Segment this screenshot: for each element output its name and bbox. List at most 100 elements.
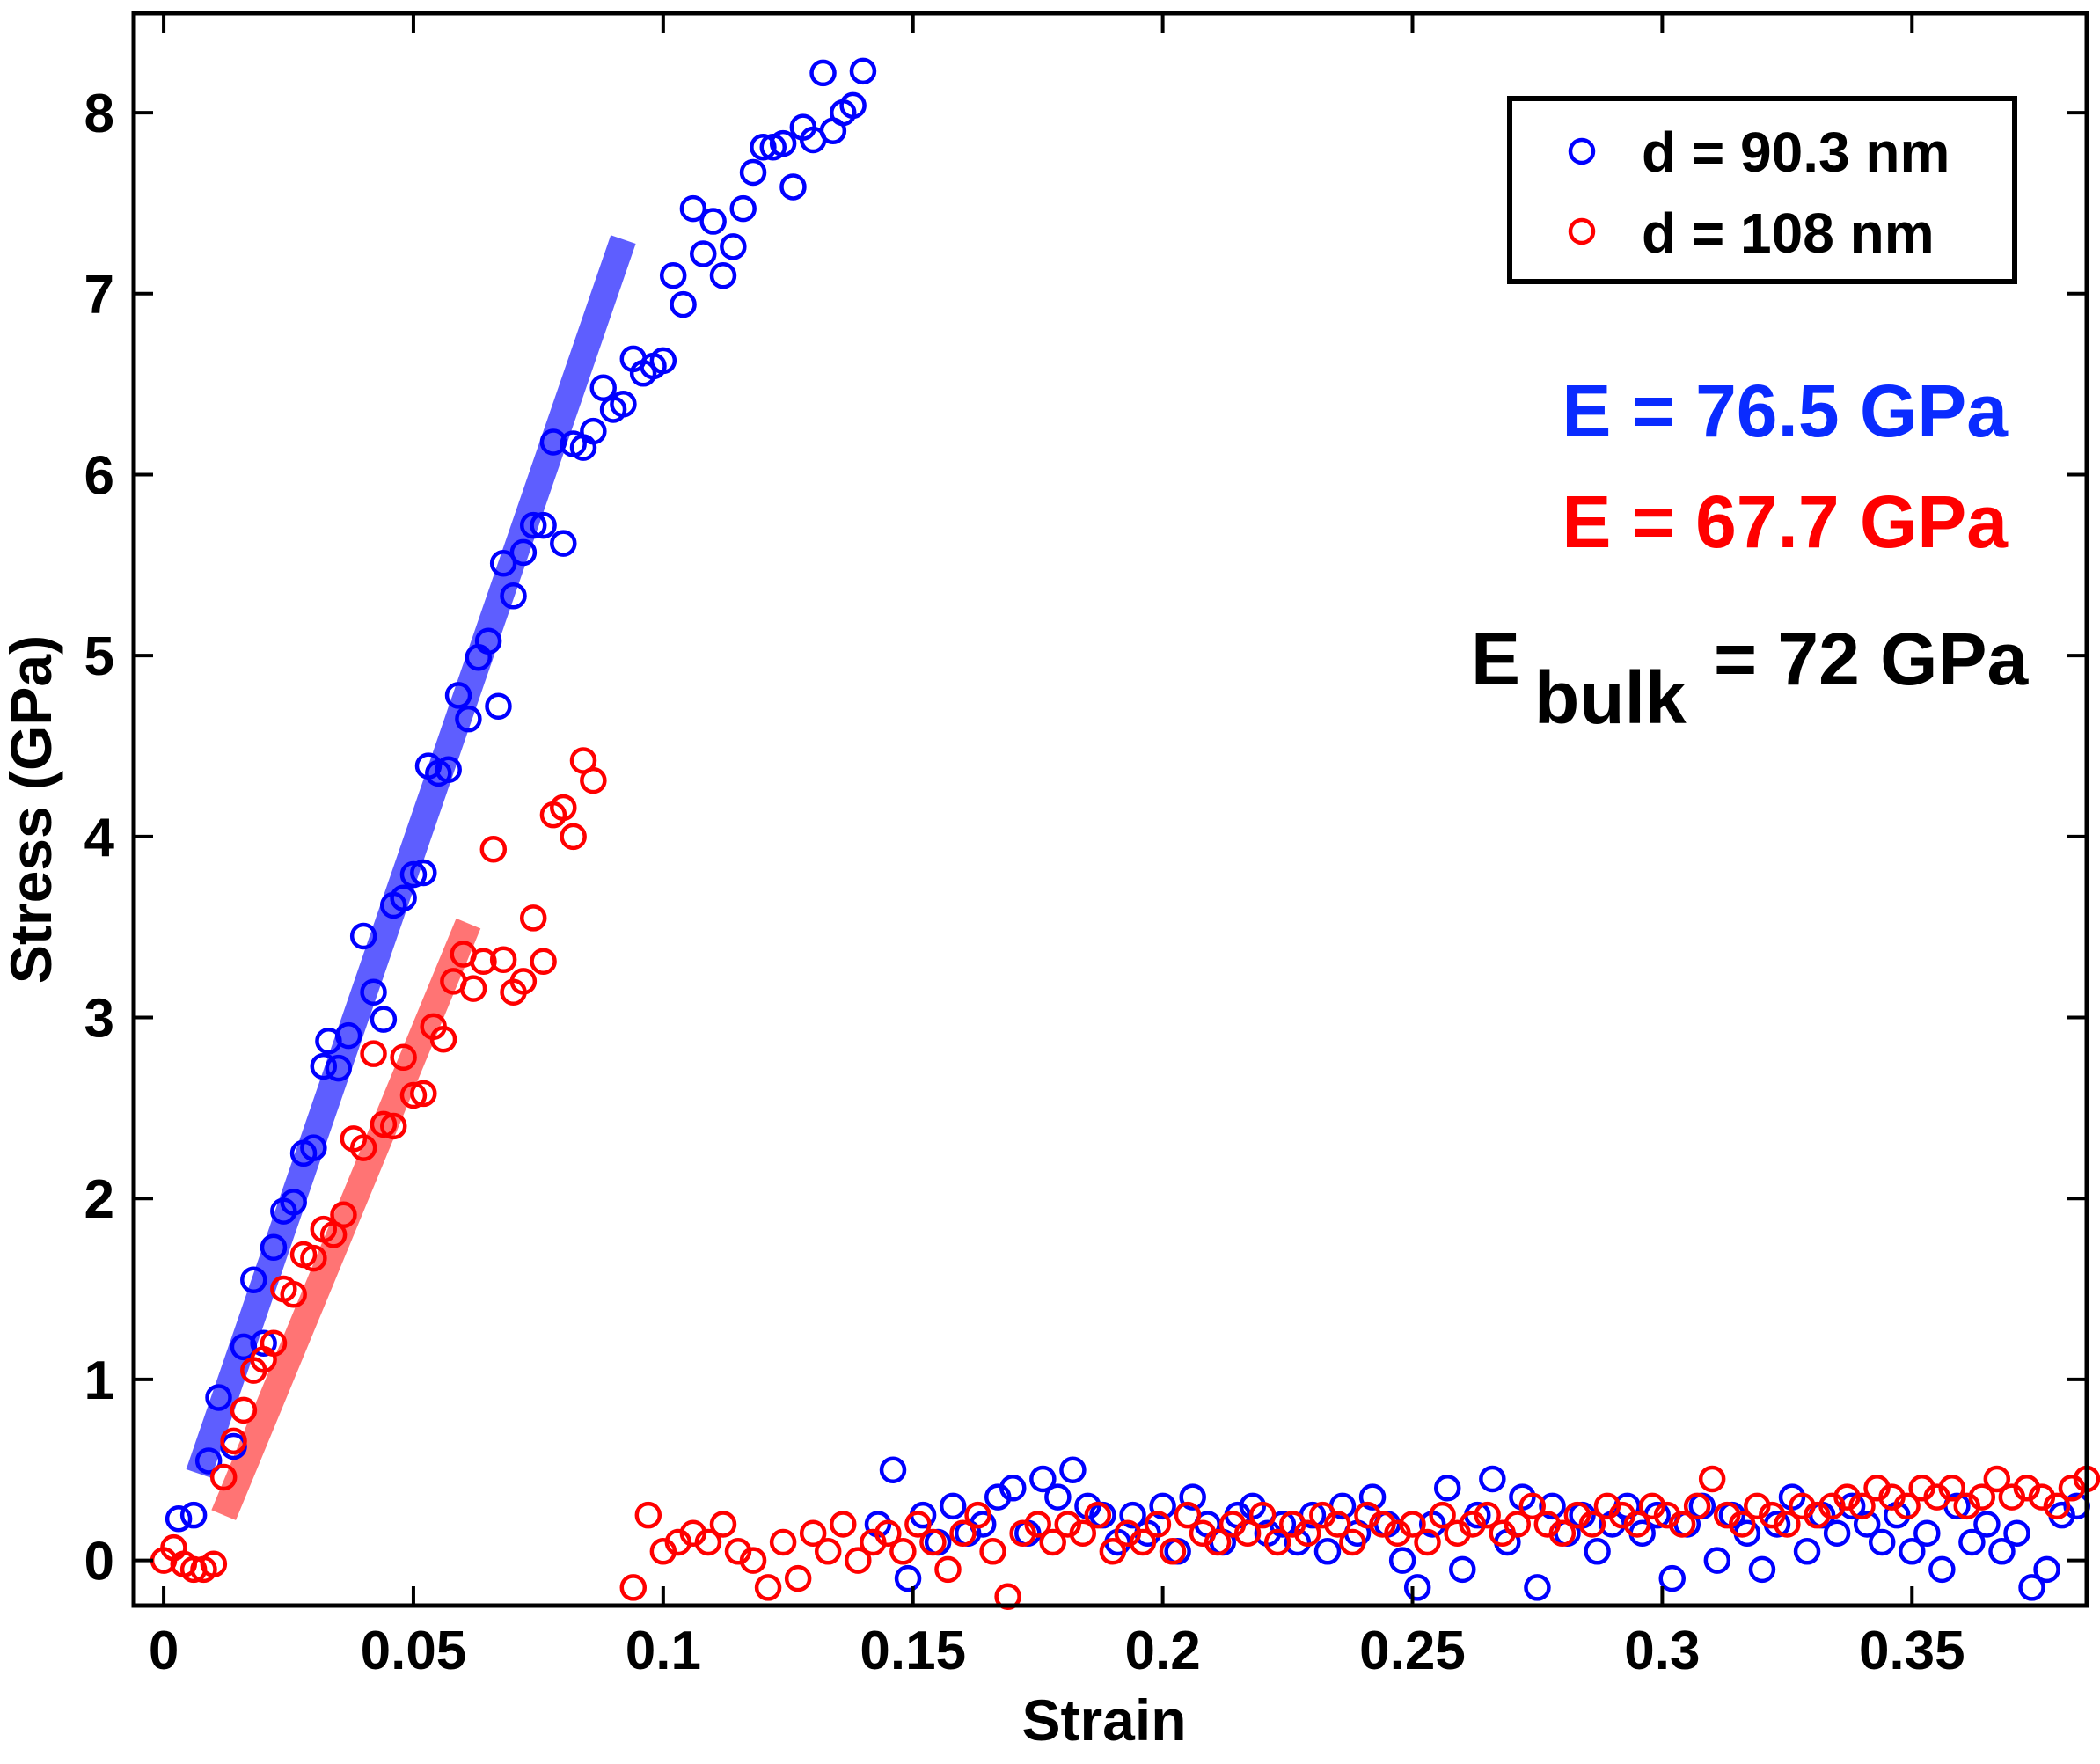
data-point [699,208,727,235]
x-tick-label: 0.2 [1125,1621,1201,1681]
data-point [1548,1519,1577,1547]
data-point [1479,1465,1506,1493]
data-point [1848,1492,1876,1520]
data-point [1683,1492,1711,1520]
plot-frame [131,11,2089,1608]
data-point [1748,1555,1776,1584]
data-point [849,57,877,85]
data-point [999,1475,1027,1502]
legend-label-red: d = 108 nm [1642,201,1935,265]
x-axis-title: Strain [1021,1687,1186,1753]
legend-marker-blue [1568,137,1596,165]
data-point [1263,1528,1291,1556]
data-point [1233,1519,1262,1547]
data-point [1539,1492,1566,1520]
data-point [2003,1519,2030,1547]
axis-ticks: 0 0.05 0.1 0.15 0.2 0.25 0.3 0.35 0 1 2 3 4 5 6 7 8 [84,13,2087,1681]
data-point [690,240,717,267]
y-tick-label: 0 [84,1532,114,1592]
data-point [1059,1456,1087,1483]
data-point [220,1427,247,1455]
data-point [1029,1465,1057,1493]
data-point [474,627,502,655]
data-point [1174,1501,1202,1529]
data-point [919,1528,947,1556]
x-tick-label: 0.35 [1859,1621,1965,1681]
data-point [1973,1511,2001,1538]
data-point [1313,1538,1342,1565]
data-point [829,1511,857,1538]
bulk-modulus-annotation: E bulk = 72 GPa [1471,618,2030,739]
data-point [530,948,557,976]
data-point [580,766,607,794]
data-point [1853,1511,1881,1538]
data-point [619,1574,648,1601]
legend: d = 90.3 nm d = 108 nm [1507,96,2017,284]
data-point [1623,1511,1651,1538]
data-point [729,194,757,223]
data-point [530,511,557,539]
series-0-points [165,57,2090,1601]
data-point [589,374,617,402]
data-point [1938,1475,1965,1502]
data-point [634,1501,662,1529]
data-point [1358,1483,1387,1511]
data-point [1728,1511,1756,1538]
data-point [379,1112,407,1140]
data-point [260,1233,288,1261]
data-point [200,1550,228,1577]
data-points [150,57,2100,1610]
data-point [1403,1574,1431,1601]
data-point [410,1080,437,1108]
data-point [1069,1519,1097,1547]
data-point [1658,1564,1686,1592]
data-point [1119,1501,1146,1529]
data-point [360,1040,387,1067]
data-point [1703,1547,1731,1574]
y-tick-label: 7 [84,265,114,326]
data-point [390,884,417,912]
data-point [539,428,567,456]
y-tick-label: 1 [84,1350,114,1411]
data-point [784,1564,812,1592]
data-point [1449,1555,1476,1584]
data-point [310,1052,338,1080]
data-point [519,904,547,932]
y-axis-title: Stress (GPa) [0,635,63,984]
data-point [894,1564,922,1592]
data-point [1913,1519,1941,1547]
data-point [500,582,527,610]
data-point [399,1081,428,1109]
data-point [1578,1511,1606,1538]
data-point [209,1463,238,1491]
data-point [325,1054,353,1082]
data-point [1774,1511,1801,1538]
data-point [485,692,512,721]
data-point [739,1547,767,1574]
data-point [720,233,747,260]
data-point [470,948,497,976]
data-point [670,290,697,318]
fit-line-1 [211,918,481,1520]
y-tick-label: 8 [84,84,114,144]
x-tick-label: 0 [149,1621,179,1681]
modulus-annotation-red: E = 67.7 GPa [1562,480,2009,563]
data-point [1958,1528,1986,1556]
data-point [489,550,517,577]
data-point [1414,1528,1441,1556]
data-point [1388,1547,1416,1574]
data-point [1793,1538,1821,1565]
data-point [334,1021,362,1050]
data-point [509,538,538,567]
data-point [649,347,677,375]
data-point [1024,1511,1051,1538]
series-1-points [150,747,2100,1610]
data-point [550,794,577,822]
x-tick-label: 0.3 [1624,1621,1700,1681]
data-point [874,1519,902,1547]
data-point [979,1538,1006,1565]
y-tick-label: 5 [84,626,114,687]
data-point [260,1329,288,1358]
y-tick-label: 2 [84,1169,114,1230]
data-point [479,836,508,863]
